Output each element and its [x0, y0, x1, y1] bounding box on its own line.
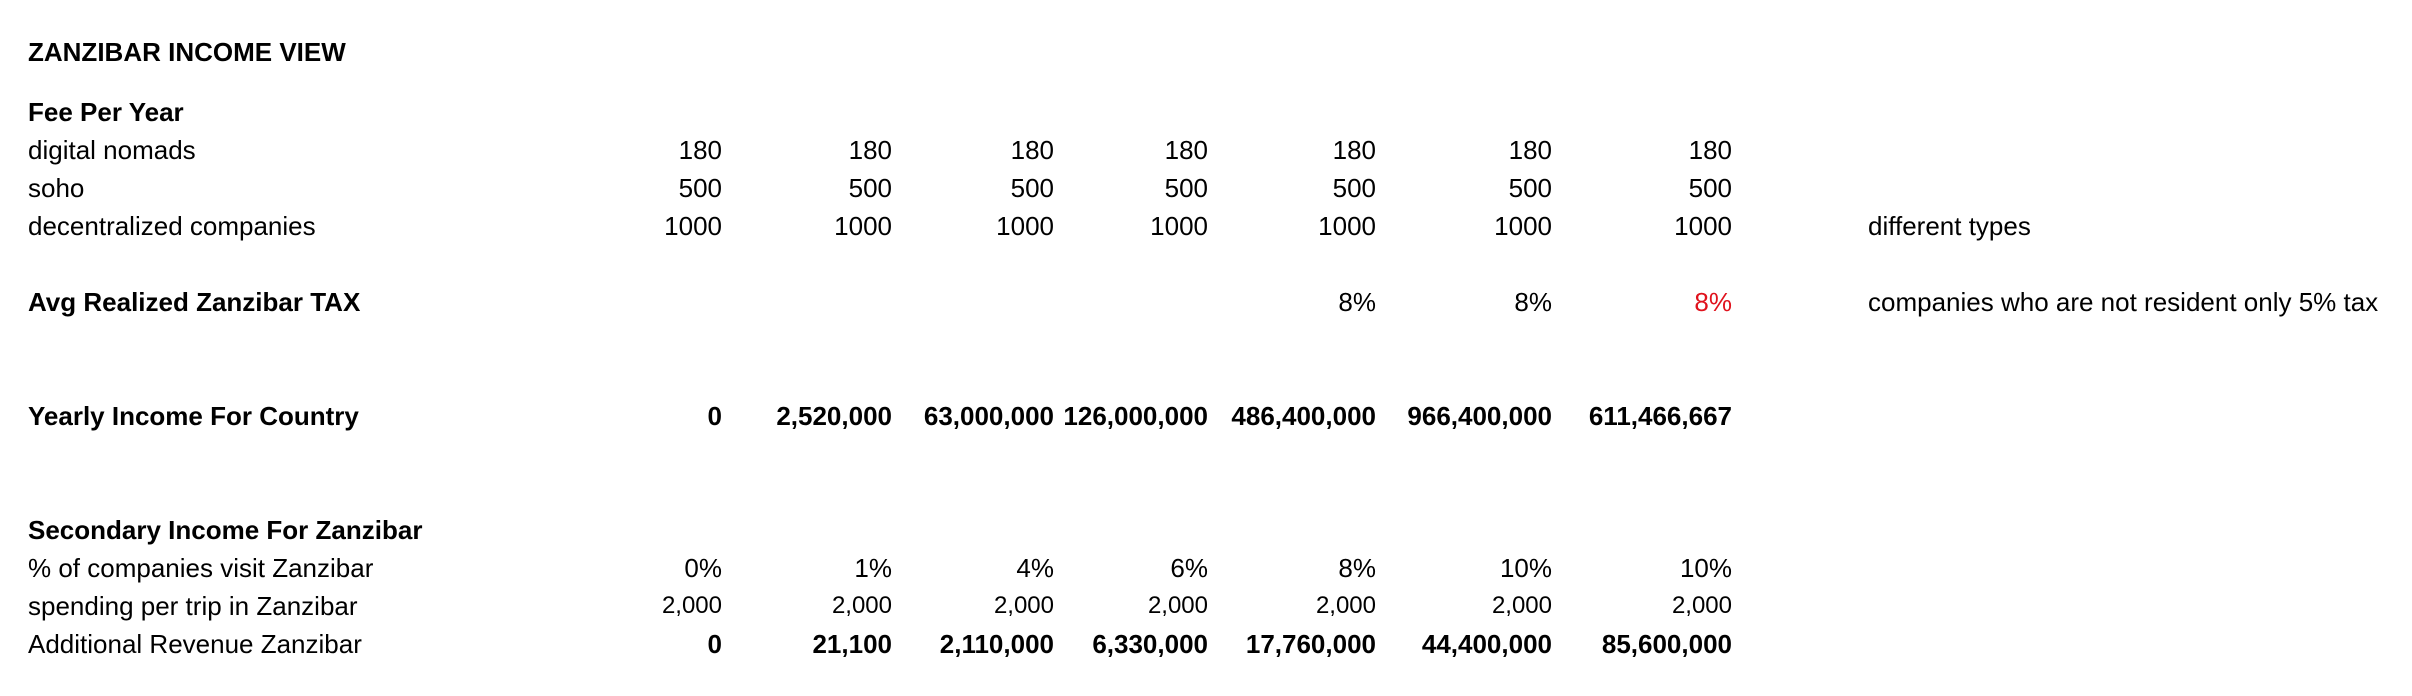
table-row: spending per trip in Zanzibar 2,000 2,00…	[0, 587, 2412, 625]
cell[interactable]: 8%	[1338, 287, 1376, 317]
sheet-title[interactable]: ZANZIBAR INCOME VIEW	[28, 37, 346, 67]
secondary-heading-row: Secondary Income For Zanzibar	[0, 511, 2412, 549]
cell[interactable]: 0	[707, 401, 722, 431]
cell[interactable]: 1000	[834, 211, 892, 241]
table-row: Additional Revenue Zanzibar 0 21,100 2,1…	[0, 625, 2412, 663]
cell[interactable]: 2,110,000	[939, 629, 1054, 659]
row-label[interactable]: digital nomads	[28, 135, 196, 165]
row-label[interactable]: soho	[28, 173, 85, 203]
table-row: soho 500 500 500 500 500 500 500	[0, 169, 2412, 207]
cell[interactable]: 180	[1688, 135, 1732, 165]
cell[interactable]: 180	[848, 135, 892, 165]
cell[interactable]: 500	[848, 173, 892, 203]
note-cell[interactable]: different types	[1868, 211, 2031, 241]
tax-row: Avg Realized Zanzibar TAX 8% 8% 8% compa…	[0, 283, 2412, 321]
fee-heading-row: Fee Per Year	[0, 93, 2412, 131]
cell[interactable]: 180	[1508, 135, 1552, 165]
cell[interactable]: 2,000	[1147, 592, 1208, 619]
cell[interactable]: 21,100	[812, 629, 892, 659]
table-row: digital nomads 180 180 180 180 180 180 1…	[0, 131, 2412, 169]
cell[interactable]: 126,000,000	[1063, 401, 1208, 431]
cell[interactable]: 1000	[1318, 211, 1376, 241]
cell[interactable]: 2,000	[661, 592, 722, 619]
cell[interactable]: 10%	[1679, 553, 1732, 583]
cell[interactable]: 0%	[684, 553, 722, 583]
cell[interactable]: 6%	[1170, 553, 1208, 583]
cell[interactable]: 2,000	[831, 592, 892, 619]
row-label[interactable]: decentralized companies	[28, 211, 316, 241]
cell[interactable]: 500	[678, 173, 722, 203]
cell[interactable]: 1%	[854, 553, 892, 583]
cell[interactable]: 611,466,667	[1588, 401, 1732, 431]
secondary-heading[interactable]: Secondary Income For Zanzibar	[28, 515, 423, 545]
cell[interactable]: 4%	[1016, 553, 1054, 583]
cell[interactable]: 85,600,000	[1601, 629, 1732, 659]
cell[interactable]: 2,000	[1671, 592, 1732, 619]
row-label[interactable]: Yearly Income For Country	[28, 401, 359, 431]
cell[interactable]: 500	[1688, 173, 1732, 203]
cell[interactable]: 2,000	[993, 592, 1054, 619]
cell[interactable]: 63,000,000	[923, 401, 1054, 431]
title-row: ZANZIBAR INCOME VIEW	[0, 33, 2412, 71]
note-cell[interactable]: companies who are not resident only 5% t…	[1868, 287, 2379, 317]
cell[interactable]: 2,520,000	[776, 401, 892, 431]
cell[interactable]: 1000	[1674, 211, 1732, 241]
cell[interactable]: 1000	[1494, 211, 1552, 241]
cell[interactable]: 500	[1508, 173, 1552, 203]
cell[interactable]: 8%	[1338, 553, 1376, 583]
cell[interactable]: 966,400,000	[1407, 401, 1552, 431]
row-label[interactable]: Avg Realized Zanzibar TAX	[28, 287, 361, 317]
fee-heading[interactable]: Fee Per Year	[28, 97, 184, 127]
cell[interactable]: 1000	[996, 211, 1054, 241]
cell[interactable]: 8%	[1514, 287, 1552, 317]
cell[interactable]: 10%	[1499, 553, 1552, 583]
cell[interactable]: 180	[678, 135, 722, 165]
cell[interactable]: 0	[707, 629, 722, 659]
cell[interactable]: 1000	[1150, 211, 1208, 241]
cell[interactable]: 180	[1010, 135, 1054, 165]
cell[interactable]: 500	[1332, 173, 1376, 203]
cell[interactable]: 44,400,000	[1421, 629, 1552, 659]
cell-highlighted[interactable]: 8%	[1694, 287, 1732, 317]
yearly-income-row: Yearly Income For Country 0 2,520,000 63…	[0, 397, 2412, 435]
table-row: % of companies visit Zanzibar 0% 1% 4% 6…	[0, 549, 2412, 587]
cell[interactable]: 500	[1164, 173, 1208, 203]
cell[interactable]: 2,000	[1315, 592, 1376, 619]
row-label[interactable]: Additional Revenue Zanzibar	[28, 629, 362, 659]
table-row: decentralized companies 1000 1000 1000 1…	[0, 207, 2412, 245]
cell[interactable]: 17,760,000	[1245, 629, 1376, 659]
row-label[interactable]: % of companies visit Zanzibar	[28, 553, 374, 583]
cell[interactable]: 486,400,000	[1231, 401, 1376, 431]
cell[interactable]: 6,330,000	[1092, 629, 1208, 659]
cell[interactable]: 2,000	[1491, 592, 1552, 619]
cell[interactable]: 1000	[664, 211, 722, 241]
cell[interactable]: 180	[1164, 135, 1208, 165]
row-label[interactable]: spending per trip in Zanzibar	[28, 591, 358, 621]
cell[interactable]: 500	[1010, 173, 1054, 203]
cell[interactable]: 180	[1332, 135, 1376, 165]
